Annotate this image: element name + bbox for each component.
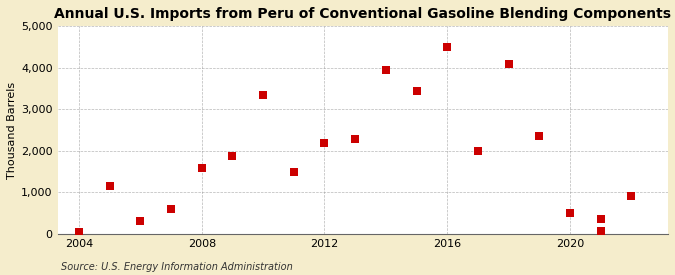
Text: Source: U.S. Energy Information Administration: Source: U.S. Energy Information Administ… xyxy=(61,262,292,272)
Point xyxy=(165,207,176,211)
Point xyxy=(74,230,84,234)
Point xyxy=(288,169,299,174)
Point xyxy=(135,219,146,224)
Point xyxy=(626,194,637,198)
Point xyxy=(472,149,483,153)
Point xyxy=(595,229,606,233)
Point xyxy=(350,137,360,141)
Title: Annual U.S. Imports from Peru of Conventional Gasoline Blending Components: Annual U.S. Imports from Peru of Convent… xyxy=(54,7,672,21)
Point xyxy=(503,61,514,66)
Point xyxy=(441,45,452,49)
Y-axis label: Thousand Barrels: Thousand Barrels xyxy=(7,82,17,179)
Point xyxy=(595,216,606,221)
Point xyxy=(381,68,392,72)
Point xyxy=(196,166,207,170)
Point xyxy=(319,140,330,145)
Point xyxy=(227,154,238,158)
Point xyxy=(411,89,422,93)
Point xyxy=(564,211,575,215)
Point xyxy=(258,93,269,97)
Point xyxy=(534,133,545,138)
Point xyxy=(105,184,115,188)
